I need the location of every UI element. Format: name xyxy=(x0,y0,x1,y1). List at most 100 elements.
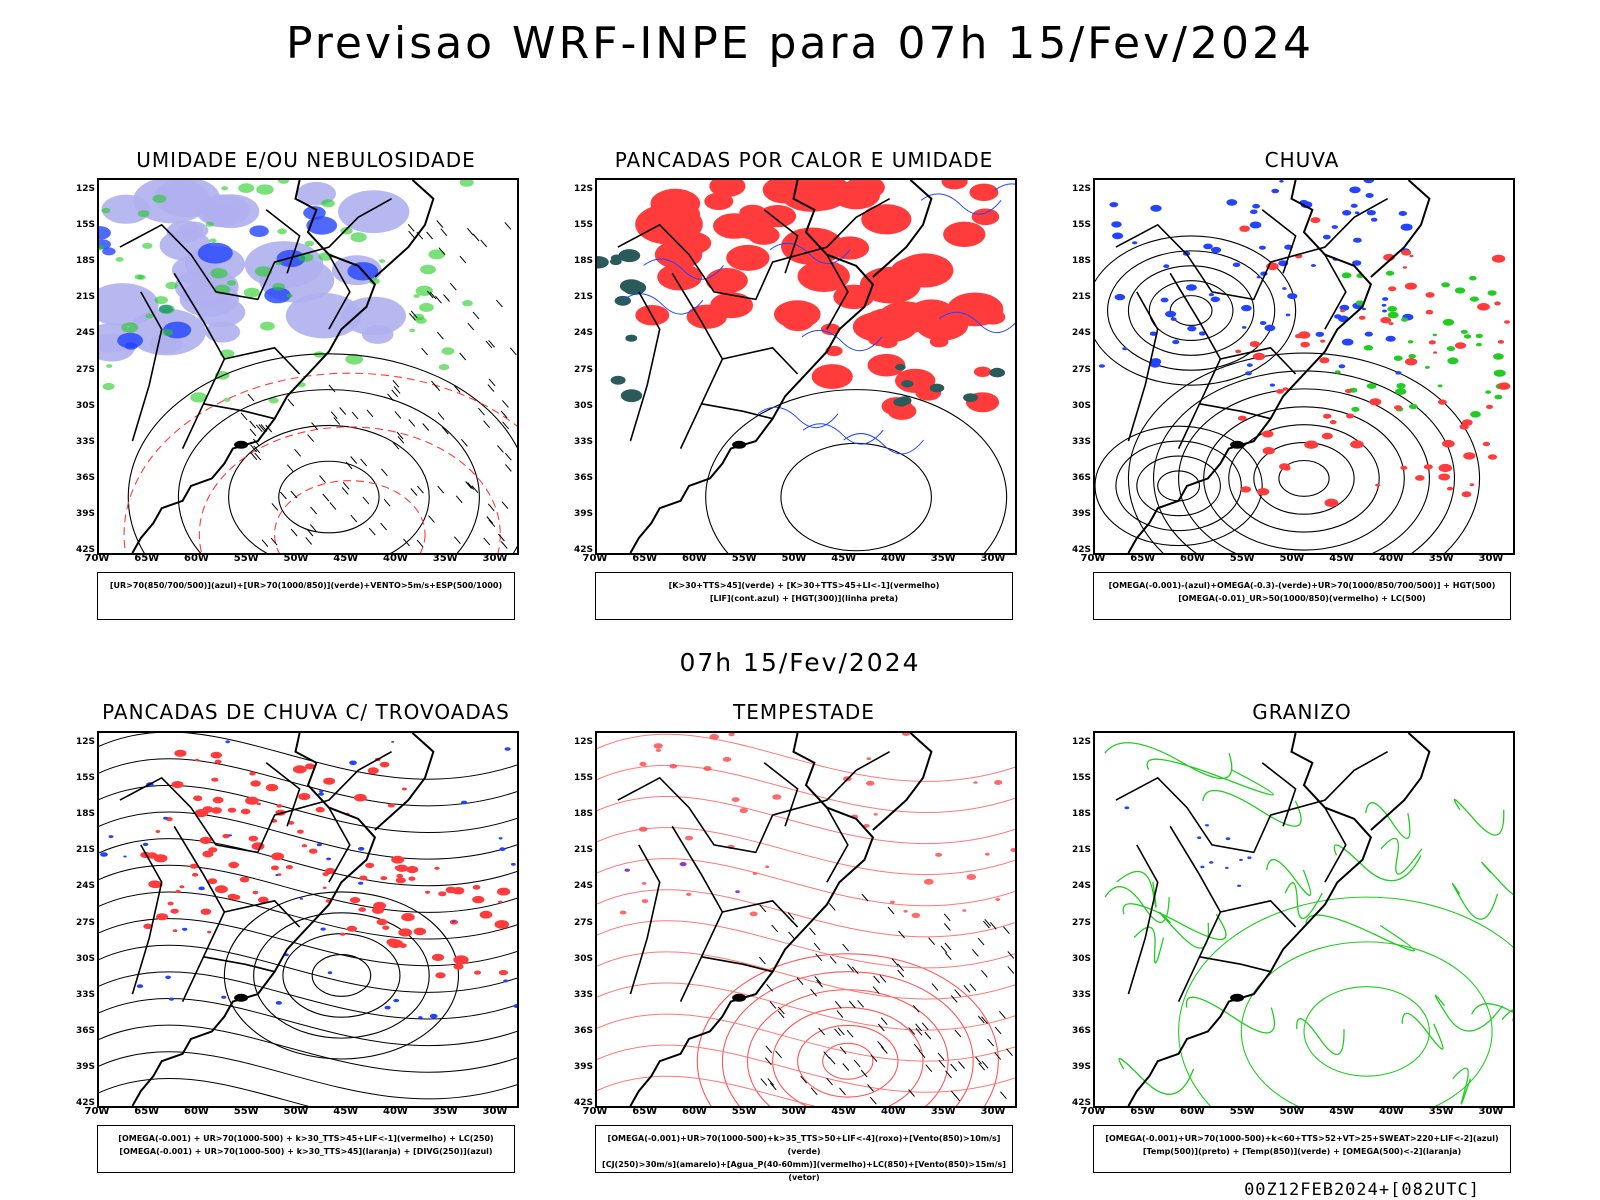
rain-fill-red xyxy=(1404,282,1417,290)
temp850-contour-green xyxy=(1118,1058,1195,1095)
thunder-fill-red xyxy=(388,939,403,949)
water-fill-red xyxy=(686,892,692,896)
humidity-fill-blue xyxy=(306,216,338,235)
omega-fill-blue xyxy=(1208,293,1215,297)
wind-vector xyxy=(433,383,441,392)
hail-fill-blue xyxy=(1197,836,1202,839)
omega-fill-green xyxy=(1355,300,1365,306)
omega-fill-green xyxy=(1442,318,1455,326)
thunder-fill-red xyxy=(252,890,259,895)
wind-vector xyxy=(240,412,248,421)
divergence-fill-blue xyxy=(510,862,516,866)
wind-vector xyxy=(480,239,488,248)
wind-vector-850 xyxy=(836,1010,844,1018)
wind-vector-850 xyxy=(1003,926,1010,935)
legend-box-granizo: [OMEGA(-0.001)+UR>70(1000-500)+k<60+TTS>… xyxy=(1093,1125,1511,1173)
wind-vector-850 xyxy=(766,983,773,992)
humidity-contour-green xyxy=(101,207,111,214)
wind-vector-850 xyxy=(765,1045,773,1054)
hail-fill-blue xyxy=(1247,856,1252,859)
wind-vector-850 xyxy=(787,912,795,920)
thunder-fill-red xyxy=(401,913,415,922)
water-fill-red xyxy=(866,757,872,760)
wind-vector-850 xyxy=(829,956,837,964)
omega-fill-blue xyxy=(1338,364,1346,369)
streamline xyxy=(99,733,517,780)
lat-tick-label: 36S xyxy=(75,472,95,483)
omega-fill-green xyxy=(1446,346,1456,352)
wind-vector xyxy=(505,464,512,472)
omega-fill-blue xyxy=(1341,338,1354,346)
omega-fill-green xyxy=(1475,342,1482,347)
geopotential-contour xyxy=(1115,440,1242,532)
wind-vector-850 xyxy=(999,1010,1006,1019)
water-fill-red xyxy=(641,899,649,904)
streamline-loop xyxy=(311,954,372,997)
streamline xyxy=(99,811,517,860)
geopotential-contour xyxy=(1203,406,1405,551)
humidity-contour-green xyxy=(345,354,364,365)
state-border xyxy=(617,198,890,301)
thunder-fill-red xyxy=(200,908,212,915)
humidity-contour-green xyxy=(165,281,178,290)
water-fill-red xyxy=(863,824,870,828)
omega-fill-blue xyxy=(1365,193,1374,198)
streamline xyxy=(99,1051,517,1100)
geopotential-contour xyxy=(1153,370,1455,553)
wind-vector xyxy=(426,290,434,299)
omega-fill-green xyxy=(1487,290,1497,296)
lat-tick-label: 15S xyxy=(1071,220,1091,231)
lat-tick-label: 27S xyxy=(75,364,95,375)
temp850-contour-green xyxy=(1481,861,1513,896)
state-border xyxy=(826,807,849,883)
wind-vector xyxy=(436,220,444,228)
lon-tick-label: 55W xyxy=(1229,1106,1255,1117)
thunder-fill-red xyxy=(431,953,445,961)
geopotential-contour xyxy=(1127,265,1255,356)
thunder-fill-red xyxy=(406,866,419,874)
lon-tick-label: 45W xyxy=(333,553,359,564)
thunder-fill-red xyxy=(248,835,259,842)
rain-fill-red xyxy=(1235,349,1242,354)
coastline xyxy=(374,180,435,278)
wind-vector xyxy=(437,412,445,420)
wind-vector-850 xyxy=(1007,951,1015,959)
convection-fill-red xyxy=(705,268,748,294)
lon-tick-label: 35W xyxy=(432,553,458,564)
rain-fill-red xyxy=(1369,398,1382,406)
storm-streamline xyxy=(597,733,1015,782)
divergence-fill-blue xyxy=(327,971,333,975)
convection-fill-red xyxy=(980,309,1006,325)
panel-title-2: PANCADAS POR CALOR E UMIDADE xyxy=(614,148,994,172)
state-border xyxy=(1324,807,1347,883)
lon-tick-label: 35W xyxy=(930,1106,956,1117)
thunder-fill-red xyxy=(202,850,214,858)
divergence-fill-blue xyxy=(391,741,395,743)
wind-vector xyxy=(333,417,341,425)
convection-fill-teal xyxy=(901,380,914,388)
lat-tick-label: 21S xyxy=(1071,845,1091,856)
geopotential-contour xyxy=(1253,442,1355,515)
lat-tick-label: 27S xyxy=(1071,364,1091,375)
omega-fill-blue xyxy=(1354,211,1360,215)
thunder-fill-red xyxy=(292,765,307,774)
thunder-fill-red xyxy=(175,889,181,894)
lon-tick-label: 65W xyxy=(632,1106,658,1117)
wind-vector xyxy=(350,514,358,523)
humidity-fill-light xyxy=(101,194,151,224)
storm-fill-purple xyxy=(679,862,687,867)
storm-fill-purple xyxy=(735,890,740,894)
divergence-fill-blue xyxy=(163,816,168,820)
omega-fill-green xyxy=(1432,333,1437,337)
thunder-fill-red xyxy=(239,876,250,883)
omega-fill-blue xyxy=(1385,335,1396,342)
wind-vector-850 xyxy=(921,1022,929,1031)
wind-vector xyxy=(351,411,359,420)
thunder-fill-red xyxy=(179,885,185,889)
wind-vector xyxy=(322,493,330,502)
wind-vector xyxy=(310,506,317,515)
wind-vector xyxy=(250,452,258,461)
thunder-fill-red xyxy=(498,900,503,904)
thunder-fill-red xyxy=(297,829,304,834)
wind-vector-850 xyxy=(826,1077,833,1086)
